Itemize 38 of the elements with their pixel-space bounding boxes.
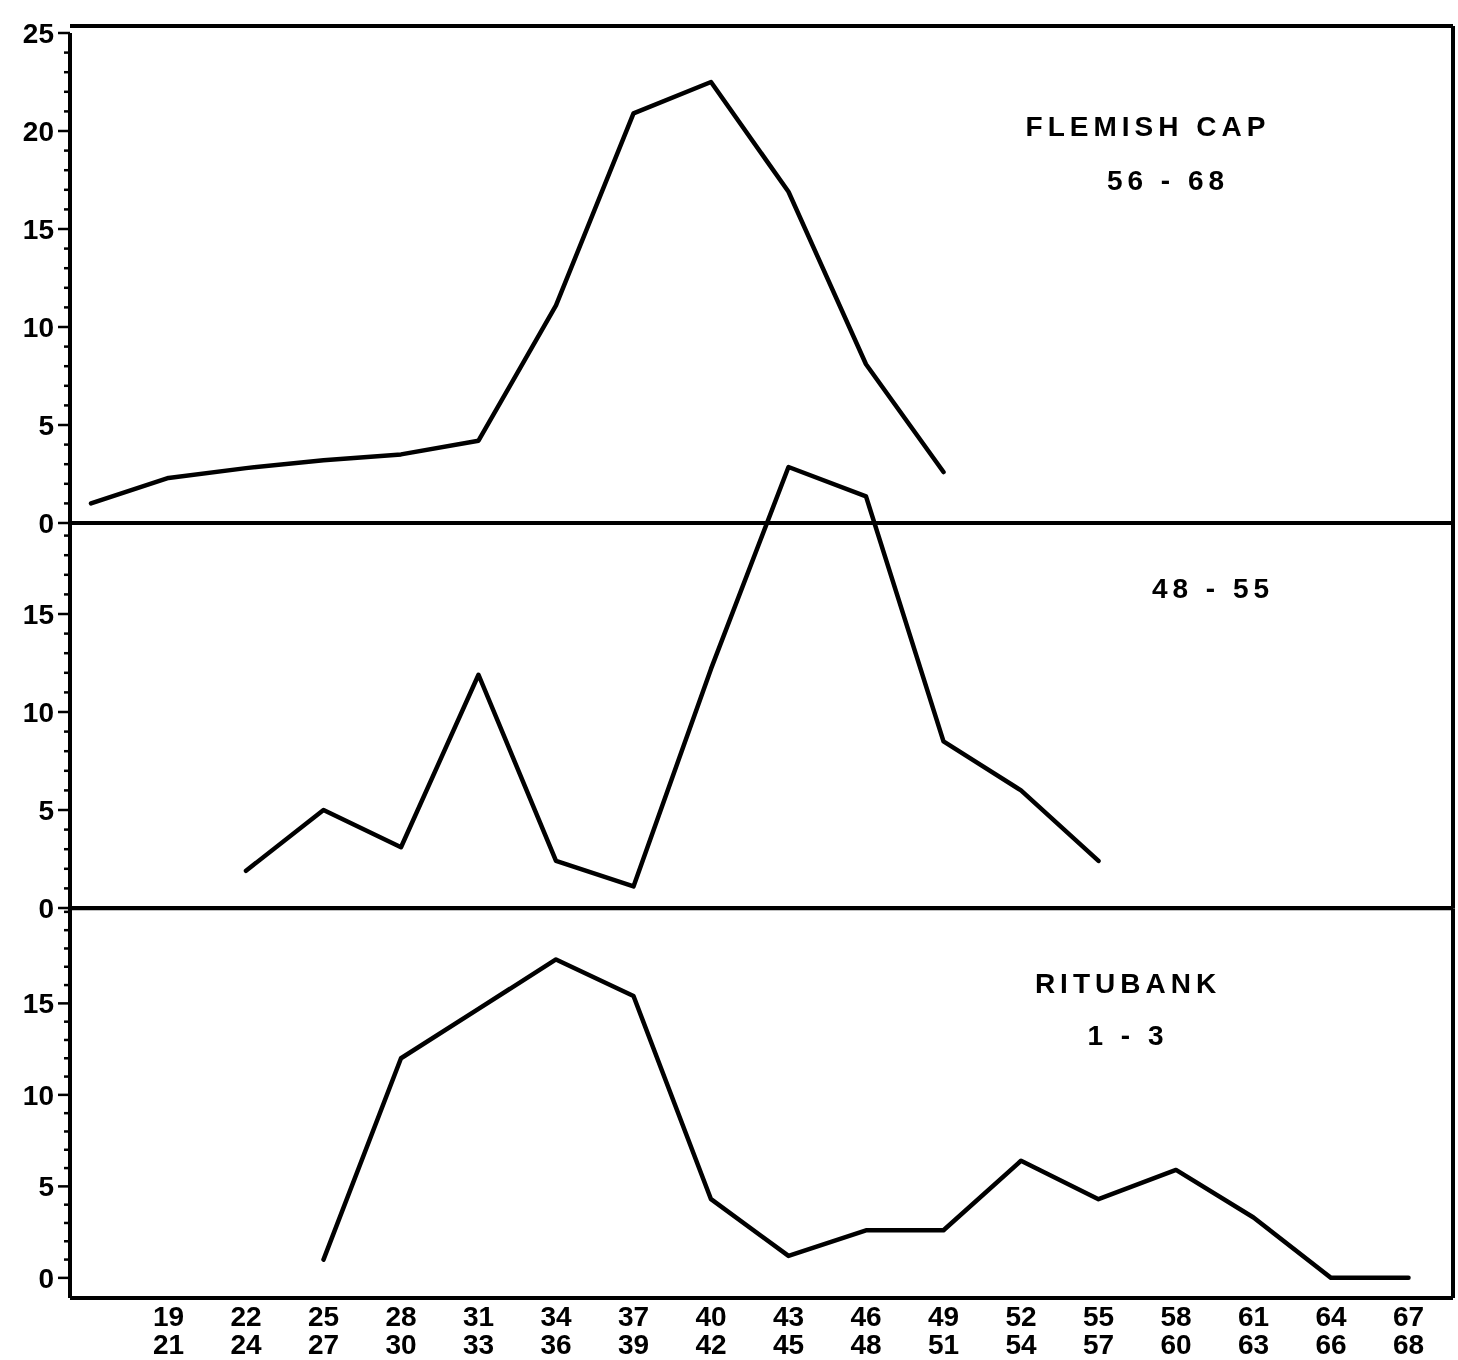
y-tick-label: 5: [38, 1171, 54, 1203]
y-tick-label: 15: [22, 213, 54, 245]
x-tick-label: 37 39: [617, 1301, 650, 1360]
x-tick-label: 61 63: [1237, 1301, 1270, 1360]
y-tick-label: 25: [22, 17, 54, 49]
x-tick-label: 55 57: [1082, 1301, 1115, 1360]
x-tick-label: 67 68: [1392, 1301, 1425, 1360]
y-tick-label: 0: [38, 507, 54, 539]
x-tick-label: 43 45: [772, 1301, 805, 1360]
x-tick-label: 58 60: [1160, 1301, 1192, 1360]
x-tick-label: 19 21: [152, 1301, 185, 1360]
x-tick-label: 46 48: [850, 1301, 882, 1360]
y-tick-label: 15: [22, 988, 54, 1020]
y-tick-label: 10: [22, 311, 54, 343]
x-tick-label: 25 27: [307, 1301, 340, 1360]
x-tick-label: 40 42: [695, 1301, 727, 1360]
y-tick-label: 15: [22, 598, 54, 630]
annotation: FLEMISH CAP: [1025, 111, 1271, 142]
y-tick-label: 20: [22, 115, 54, 147]
line-series: [88, 79, 946, 506]
y-tick-label: 0: [38, 1262, 54, 1294]
x-tick-label: 52 54: [1005, 1301, 1037, 1360]
line-series: [321, 957, 1411, 1281]
x-tick-label: 49 51: [927, 1301, 960, 1360]
annotation: RITUBANK: [1034, 968, 1222, 999]
y-tick-label: 5: [38, 409, 54, 441]
y-tick-label: 0: [38, 892, 54, 924]
x-tick-label: 28 30: [385, 1301, 417, 1360]
annotation: 1 - 3: [1087, 1020, 1169, 1051]
x-tick-label: 31 33: [462, 1301, 495, 1360]
y-tick-label: 5: [38, 794, 54, 826]
x-tick-label: 34 36: [540, 1301, 572, 1360]
annotation: 48 - 55: [1151, 573, 1275, 604]
y-tick-label: 10: [22, 1079, 54, 1111]
x-tick-label: 64 66: [1315, 1301, 1347, 1360]
x-tick-label: 22 24: [230, 1301, 262, 1360]
y-tick-label: 10: [22, 696, 54, 728]
annotation: 56 - 68: [1106, 165, 1230, 196]
